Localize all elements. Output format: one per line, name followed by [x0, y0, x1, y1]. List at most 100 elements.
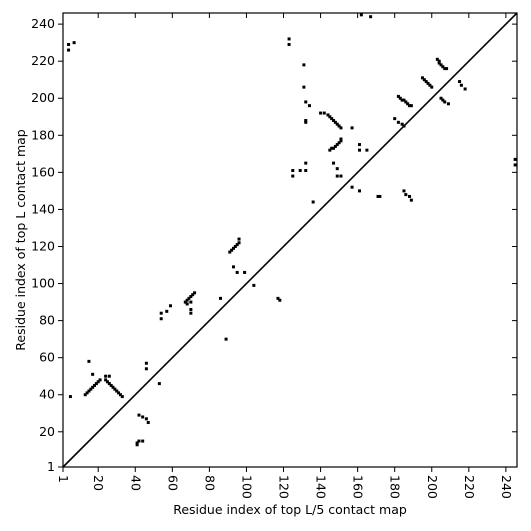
- contact-point: [67, 48, 71, 52]
- contact-point: [231, 246, 235, 250]
- contact-point: [335, 143, 339, 147]
- contact-point: [404, 100, 408, 104]
- contact-point: [398, 96, 402, 100]
- contact-point: [328, 115, 332, 119]
- contact-point: [408, 194, 412, 198]
- y-tick-label: 80: [39, 313, 55, 328]
- contact-point: [326, 113, 330, 117]
- x-tick-label: 80: [202, 475, 217, 491]
- contact-point: [298, 169, 302, 173]
- contact-point: [193, 291, 197, 295]
- x-axis-label: Residue index of top L/5 contact map: [173, 502, 407, 517]
- contact-point: [441, 65, 445, 69]
- x-tick-label: 140: [314, 475, 329, 499]
- contact-point: [115, 389, 119, 393]
- y-tick-label: 60: [39, 350, 55, 365]
- contact-point: [376, 194, 380, 198]
- y-tick-label: 1: [47, 459, 55, 474]
- contact-point: [332, 161, 336, 165]
- contact-point: [302, 85, 306, 89]
- contact-point: [91, 385, 95, 389]
- contact-point: [322, 111, 326, 115]
- contact-point: [237, 241, 241, 245]
- contact-point: [235, 243, 239, 247]
- y-tick-label: 40: [39, 387, 55, 402]
- contact-point: [328, 148, 332, 152]
- contact-point: [435, 57, 439, 61]
- contact-point: [183, 300, 187, 304]
- contact-point: [463, 87, 467, 91]
- contact-point: [396, 94, 400, 98]
- contact-point: [402, 189, 406, 193]
- contact-point: [426, 81, 430, 85]
- contact-point: [113, 387, 117, 391]
- contact-point: [333, 144, 337, 148]
- contact-point: [104, 374, 108, 378]
- contact-point: [406, 102, 410, 106]
- contact-point: [357, 148, 361, 152]
- contact-point: [350, 185, 354, 189]
- contact-point: [120, 395, 124, 399]
- contact-point: [396, 120, 400, 124]
- contact-point: [118, 393, 122, 397]
- y-tick-label: 140: [31, 201, 55, 216]
- contact-point: [330, 117, 334, 121]
- contact-point: [420, 76, 424, 80]
- contact-point: [233, 244, 237, 248]
- contact-point: [357, 189, 361, 193]
- contact-point: [337, 141, 341, 145]
- contact-point: [144, 367, 148, 371]
- contact-point: [459, 83, 463, 87]
- contact-point: [107, 382, 111, 386]
- contact-point: [237, 237, 241, 241]
- contact-point: [137, 413, 141, 417]
- contact-point: [230, 248, 234, 252]
- contact-point: [304, 120, 308, 124]
- y-tick-label: 100: [31, 276, 55, 291]
- contact-point: [137, 439, 141, 443]
- contact-point: [409, 198, 413, 202]
- contact-point: [111, 385, 115, 389]
- contact-point: [339, 139, 343, 143]
- contact-point: [424, 80, 428, 84]
- contact-point: [378, 194, 382, 198]
- contact-point: [430, 85, 434, 89]
- contact-point: [443, 100, 447, 104]
- contact-point: [235, 270, 239, 274]
- contact-point: [357, 143, 361, 147]
- x-tick-label: 60: [165, 475, 180, 491]
- contact-point: [319, 111, 323, 115]
- contact-point: [85, 391, 89, 395]
- contact-point: [185, 302, 189, 306]
- contact-point: [446, 102, 450, 106]
- contact-point: [243, 270, 247, 274]
- contact-point: [165, 309, 169, 313]
- contact-point: [339, 137, 343, 141]
- diagonal: [62, 12, 518, 468]
- contact-point: [219, 296, 223, 300]
- contact-point: [400, 98, 404, 102]
- contact-point: [189, 300, 193, 304]
- contact-point: [335, 122, 339, 126]
- contact-point: [91, 372, 95, 376]
- contact-point: [278, 298, 282, 302]
- contact-point: [189, 307, 193, 311]
- contact-point: [302, 63, 306, 67]
- contact-point: [104, 378, 108, 382]
- contact-point: [189, 311, 193, 315]
- y-tick-label: 160: [31, 164, 55, 179]
- contact-point: [276, 296, 280, 300]
- contact-point: [159, 317, 163, 321]
- contact-point: [187, 296, 191, 300]
- contact-point: [83, 393, 87, 397]
- contact-point: [146, 421, 150, 425]
- contact-point: [307, 104, 311, 108]
- contact-point: [441, 98, 445, 102]
- y-tick-label: 180: [31, 127, 55, 142]
- contact-point: [67, 43, 71, 47]
- contact-point: [287, 43, 291, 47]
- contact-point: [159, 311, 163, 315]
- x-tick-label: 200: [425, 475, 440, 499]
- plot-frame: [62, 12, 518, 468]
- contact-point: [291, 174, 295, 178]
